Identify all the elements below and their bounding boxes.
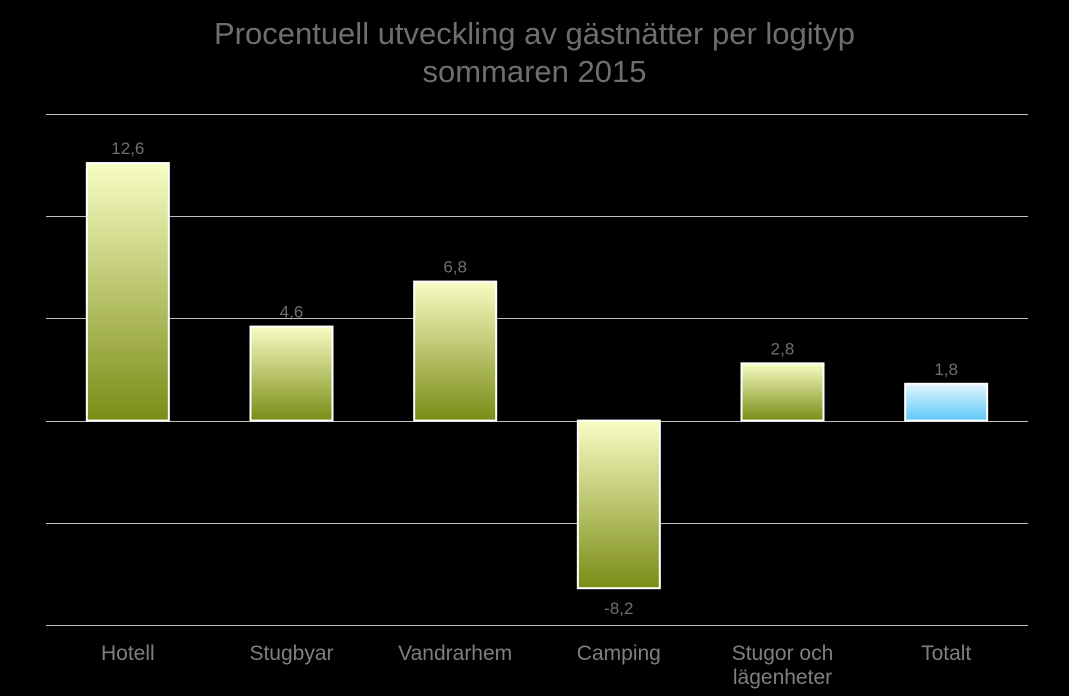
data-label: 1,8: [934, 360, 958, 379]
chart-title-line-2: sommaren 2015: [422, 54, 647, 89]
bar: [249, 325, 334, 422]
category-label: Vandrarhem: [398, 642, 512, 665]
category-label: lägenheter: [733, 666, 832, 689]
data-label: 12,6: [111, 139, 144, 158]
data-labels: 12,6 4,6 6,8 -8,2 2,8 1,8: [111, 139, 958, 618]
gridlines: [46, 114, 1028, 626]
bar: [576, 419, 661, 590]
category-label: Hotell: [101, 642, 155, 665]
bar: [413, 280, 498, 422]
bar: [85, 162, 170, 422]
bar: [740, 362, 825, 422]
data-label: 2,8: [771, 339, 795, 358]
category-label: Stugbyar: [249, 642, 333, 665]
category-labels: Hotell Stugbyar Vandrarhem Camping Stugor oc…: [101, 642, 971, 689]
data-label: 4,6: [280, 303, 304, 322]
data-label: -8,2: [604, 599, 633, 618]
data-label: 6,8: [443, 258, 467, 277]
category-label: Stugor och: [732, 642, 834, 665]
category-label: Totalt: [921, 642, 971, 665]
chart-title-line-1: Procentuell utveckling av gästnätter per…: [213, 16, 856, 51]
bar: [904, 382, 989, 422]
category-label: Camping: [577, 642, 661, 665]
bars: [85, 162, 989, 590]
